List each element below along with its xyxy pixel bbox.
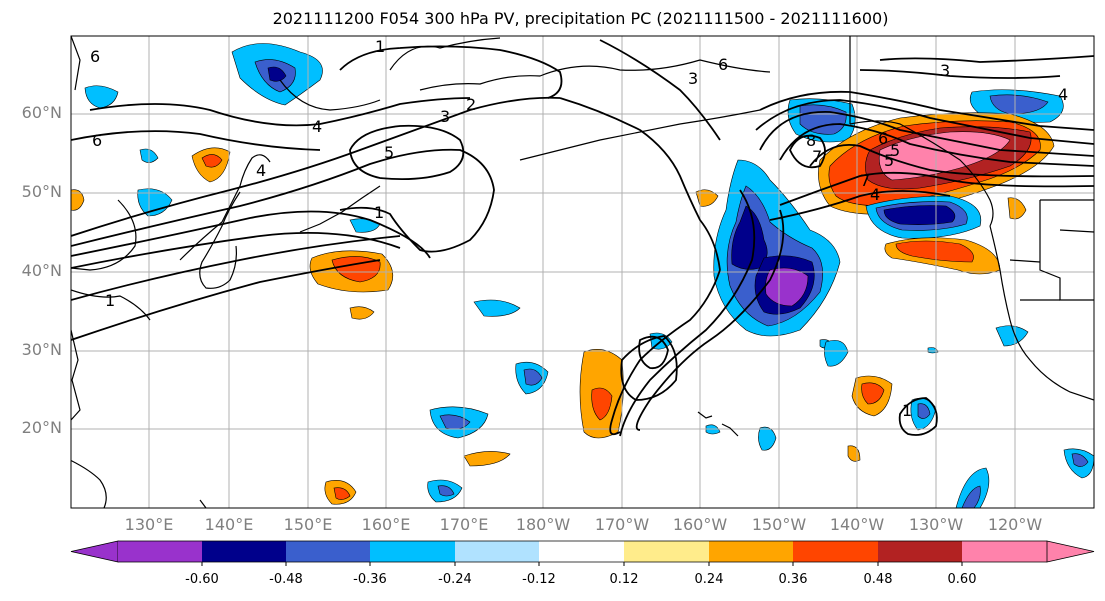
contour-label: 1 bbox=[105, 291, 115, 310]
coastlines bbox=[71, 36, 1094, 508]
contour-label: 3 bbox=[688, 69, 698, 88]
colorbar-extend-max bbox=[1046, 540, 1095, 563]
contour-label: 4 bbox=[256, 161, 266, 180]
map-frame bbox=[70, 35, 1095, 509]
lat-label: 60°N bbox=[21, 103, 62, 122]
graticule bbox=[71, 36, 1094, 508]
colorbar-segment bbox=[455, 541, 539, 562]
colorbar-tick-label: -0.12 bbox=[522, 572, 556, 587]
colorbar-segment bbox=[202, 541, 286, 562]
contour-label: 8 bbox=[806, 131, 816, 150]
lat-label: 30°N bbox=[21, 340, 62, 359]
colorbar-segment bbox=[370, 541, 455, 562]
lon-label: 130°E bbox=[124, 515, 174, 534]
colorbar-segment bbox=[878, 541, 962, 562]
contour-label: 1 bbox=[902, 401, 912, 420]
lon-label: 170°E bbox=[439, 515, 489, 534]
contour-label: 1 bbox=[374, 203, 384, 222]
colorbar-tick-label: -0.36 bbox=[353, 572, 387, 587]
lat-label: 20°N bbox=[21, 418, 62, 437]
colorbar-segment bbox=[118, 541, 202, 562]
colorbar-tick-label: 0.12 bbox=[609, 572, 639, 587]
lon-label: 140°E bbox=[204, 515, 254, 534]
lon-label: 170°W bbox=[594, 515, 650, 534]
lat-label: 50°N bbox=[21, 182, 62, 201]
contour-label: 5 bbox=[890, 141, 900, 160]
map-title: 2021111200 F054 300 hPa PV, precipitatio… bbox=[272, 9, 889, 28]
lon-label: 180°W bbox=[515, 515, 571, 534]
colorbar-segment bbox=[286, 541, 370, 562]
lon-label: 130°W bbox=[908, 515, 964, 534]
lon-label: 150°W bbox=[751, 515, 807, 534]
colorbar-tick-label: 0.60 bbox=[947, 572, 977, 587]
contour-label: 1 bbox=[375, 37, 385, 56]
colorbar bbox=[70, 540, 1095, 566]
colorbar-segment bbox=[539, 541, 624, 562]
contour-label: 4 bbox=[1058, 85, 1068, 104]
contour-label: 2 bbox=[466, 95, 476, 114]
lon-label: 120°W bbox=[987, 515, 1043, 534]
contour-label: 5 bbox=[384, 143, 394, 162]
precipitation-fill-layer bbox=[71, 43, 1094, 508]
colorbar-segment bbox=[624, 541, 709, 562]
contour-label: 6 bbox=[718, 55, 728, 74]
colorbar-tick-label: -0.24 bbox=[438, 572, 472, 587]
contour-label: 6 bbox=[90, 47, 100, 66]
colorbar-segment bbox=[962, 541, 1047, 562]
contour-label: 3 bbox=[440, 107, 450, 126]
colorbar-tick-label: 0.24 bbox=[694, 572, 724, 587]
colorbar-extend-min bbox=[70, 540, 119, 563]
contour-label: 7 bbox=[812, 147, 822, 166]
colorbar-segment bbox=[709, 541, 793, 562]
colorbar-tick-label: -0.60 bbox=[185, 572, 219, 587]
lon-label: 160°E bbox=[361, 515, 411, 534]
contour-label: 4 bbox=[312, 117, 322, 136]
contour-label: 4 bbox=[870, 185, 880, 204]
contour-label: 5 bbox=[884, 151, 894, 170]
lat-label: 40°N bbox=[21, 261, 62, 280]
contour-label: 3 bbox=[940, 61, 950, 80]
colorbar-tick-label: 0.48 bbox=[863, 572, 893, 587]
lon-label: 140°W bbox=[829, 515, 885, 534]
contour-label: 6 bbox=[92, 131, 102, 150]
colorbar-outline bbox=[118, 540, 1047, 563]
colorbar-tick-label: -0.48 bbox=[269, 572, 303, 587]
lon-label: 160°W bbox=[672, 515, 728, 534]
colorbar-segment bbox=[793, 541, 878, 562]
colorbar-tick-label: 0.36 bbox=[778, 572, 808, 587]
contour-label: 7 bbox=[860, 171, 870, 190]
pv-contours bbox=[71, 39, 1094, 437]
contour-label: 6 bbox=[878, 129, 888, 148]
lon-label: 150°E bbox=[283, 515, 333, 534]
